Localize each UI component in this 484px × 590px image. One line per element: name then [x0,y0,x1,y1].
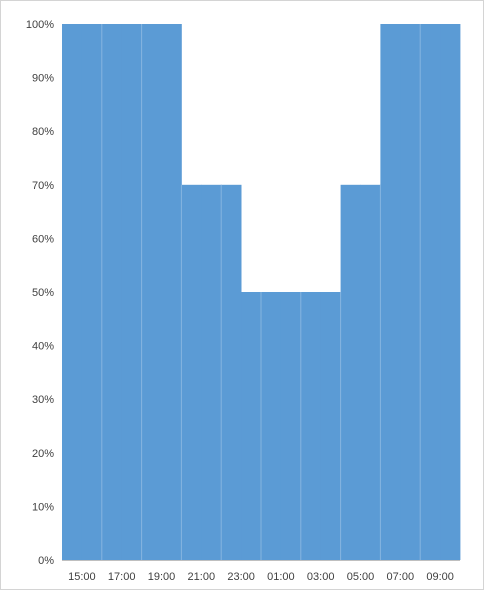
bar-0200 [280,292,302,560]
bar-0800 [400,24,421,560]
y-tick-labels: 0% 10% 20% 30% 40% 50% 60% 70% 80% 90% 100% [26,19,54,567]
bar-1800 [121,24,142,560]
bar-0400 [320,292,341,560]
bar-0000 [241,292,262,560]
y-tick-label: 90% [32,73,54,85]
y-tick-label: 40% [32,341,54,353]
bar-2000 [161,24,182,560]
y-tick-label: 100% [26,19,54,31]
bar-2100 [181,184,202,561]
bars-group [62,24,461,561]
x-tick-label: 07:00 [387,571,415,583]
bar-1500 [62,24,83,560]
bar-0600 [360,184,381,561]
x-tick-label: 05:00 [347,571,375,583]
x-tick-labels: 15:00 17:00 19:00 21:00 23:00 01:00 03:00 05:00… [68,571,454,583]
y-tick-label: 30% [32,394,54,406]
x-tick-label: 09:00 [426,571,454,583]
x-tick-label: 17:00 [108,571,136,583]
x-tick-label: 19:00 [148,571,176,583]
bar-2300 [221,184,242,561]
x-tick-label: 23:00 [227,571,255,583]
y-tick-label: 50% [32,287,54,299]
x-tick-label: 21:00 [188,571,216,583]
y-tick-label: 20% [32,448,54,460]
x-tick-label: 01:00 [267,571,295,583]
bar-1600 [81,24,103,560]
bar-1900 [141,24,162,560]
bar-0900 [420,24,441,560]
bar-1700 [101,24,123,560]
bar-0100 [261,292,282,560]
bar-0300 [300,292,322,560]
bar-2200 [201,184,222,561]
x-tick-label: 15:00 [68,571,96,583]
y-tick-label: 70% [32,180,54,192]
y-tick-label: 0% [38,555,54,567]
y-tick-label: 80% [32,126,54,138]
x-tick-label: 03:00 [307,571,335,583]
y-tick-label: 60% [32,233,54,245]
bar-0700 [380,24,401,560]
y-tick-label: 10% [32,501,54,513]
bar-1000 [440,24,461,560]
bar-0500 [340,184,361,561]
